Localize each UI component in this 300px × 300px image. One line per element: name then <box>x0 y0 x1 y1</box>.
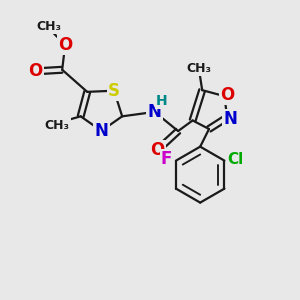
Text: F: F <box>161 150 172 168</box>
Text: H: H <box>156 94 168 108</box>
Text: O: O <box>220 85 234 103</box>
Text: O: O <box>58 36 72 54</box>
Text: CH₃: CH₃ <box>36 20 61 33</box>
Text: O: O <box>28 62 43 80</box>
Text: Cl: Cl <box>227 152 244 167</box>
Text: N: N <box>223 110 237 128</box>
Text: O: O <box>150 141 165 159</box>
Text: CH₃: CH₃ <box>187 61 212 75</box>
Text: N: N <box>148 103 161 121</box>
Text: CH₃: CH₃ <box>45 119 70 132</box>
Text: S: S <box>108 82 120 100</box>
Text: N: N <box>94 122 108 140</box>
